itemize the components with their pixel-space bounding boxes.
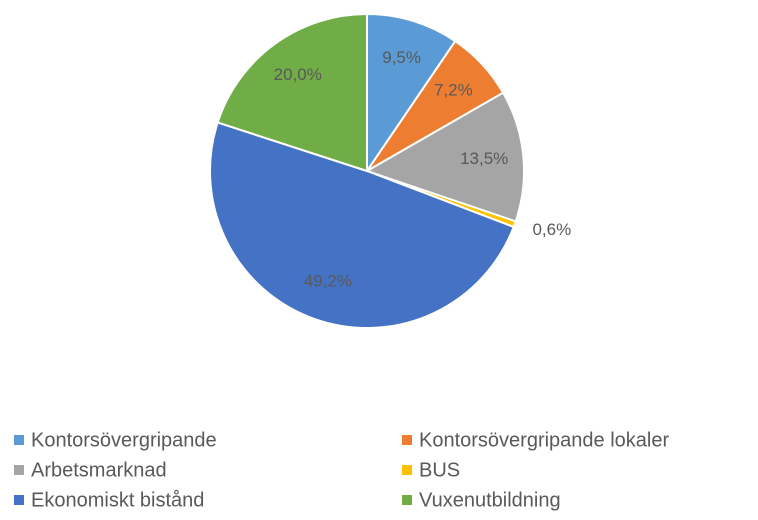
legend-marker [402, 495, 412, 505]
legend-marker [14, 465, 24, 475]
data-label: 7,2% [434, 80, 473, 99]
legend-label: Arbetsmarknad [31, 459, 167, 481]
pie-slice [364, 91, 525, 223]
legend-marker [402, 435, 412, 445]
legend-marker [14, 495, 24, 505]
legend-label: BUS [419, 459, 460, 481]
legend-label: Kontorsövergripande lokaler [419, 429, 669, 451]
legend-marker [14, 435, 24, 445]
legend-label: Ekonomiskt bistånd [31, 489, 204, 511]
data-label: 49,2% [304, 272, 352, 291]
pie-slice [209, 121, 515, 329]
data-label: 9,5% [382, 48, 421, 67]
legend-label: Kontorsövergripande [31, 429, 217, 451]
legend-marker [402, 465, 412, 475]
data-label: 0,6% [532, 220, 571, 239]
pie-slice [366, 12, 457, 175]
pie-slice [216, 12, 368, 173]
data-label: 13,5% [460, 149, 508, 168]
data-label: 20,0% [274, 65, 322, 84]
legend-label: Vuxenutbildning [419, 489, 561, 511]
